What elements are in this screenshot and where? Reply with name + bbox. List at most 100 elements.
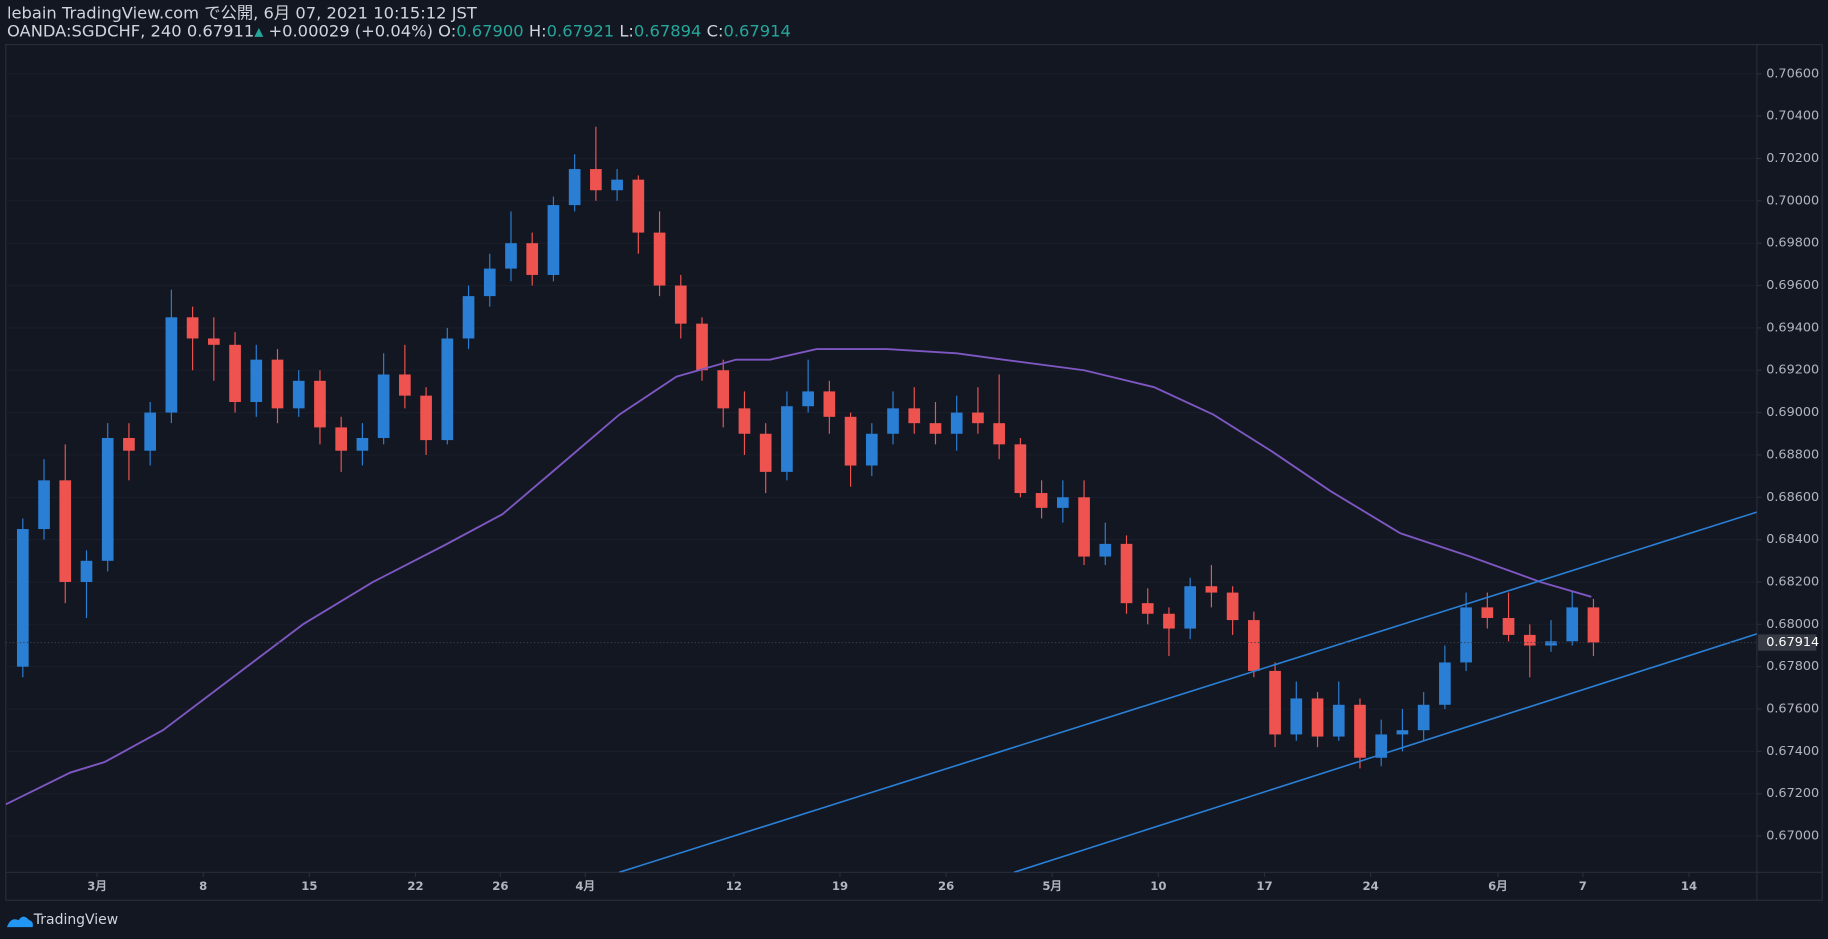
candle-body bbox=[101, 437, 114, 561]
candle-body bbox=[505, 243, 517, 269]
publish-info: lebain TradingView.com で公開, 6月 07, 2021 … bbox=[7, 4, 478, 23]
candle-body bbox=[1163, 613, 1175, 629]
candle-body bbox=[568, 169, 581, 206]
y-tick-label: 0.68400 bbox=[1766, 532, 1819, 547]
candle-body bbox=[653, 232, 666, 286]
x-tick-label: 14 bbox=[1681, 879, 1697, 893]
candle-body bbox=[887, 408, 899, 434]
candle-body bbox=[483, 268, 496, 297]
candle-body bbox=[1417, 704, 1430, 731]
candle-body bbox=[1460, 607, 1472, 663]
candle-body bbox=[611, 179, 623, 191]
o-label: O: bbox=[438, 21, 456, 40]
y-tick-label: 0.69000 bbox=[1766, 405, 1819, 420]
last-price-box bbox=[1758, 634, 1817, 651]
x-tick-label: 5月 bbox=[1042, 879, 1062, 893]
candle-body bbox=[1566, 607, 1579, 642]
candle-body bbox=[271, 359, 284, 409]
arrow: ▲ bbox=[254, 24, 263, 38]
y-tick-label: 0.68000 bbox=[1766, 617, 1819, 632]
last-price-label: 0.67914 bbox=[1766, 635, 1819, 650]
logo bbox=[6, 916, 33, 928]
candle-body bbox=[1332, 704, 1345, 737]
y-tick-label: 0.70000 bbox=[1766, 193, 1819, 208]
candle-body bbox=[696, 323, 708, 371]
candle-body bbox=[759, 433, 772, 472]
low: 0.67894 bbox=[634, 21, 701, 40]
candle-body bbox=[292, 380, 305, 409]
x-tick-label: 17 bbox=[1256, 879, 1272, 893]
candle-body bbox=[1375, 734, 1388, 758]
ohlc-header: OANDA:SGDCHF, 240 0.67911▲ +0.00029 (+0.… bbox=[7, 21, 791, 40]
candle-body bbox=[207, 338, 220, 345]
candle-body bbox=[929, 423, 942, 434]
y-tick-label: 0.67200 bbox=[1766, 786, 1819, 801]
moving-average bbox=[5, 348, 1592, 806]
y-tick-label: 0.68200 bbox=[1766, 574, 1819, 589]
y-tick-label: 0.67400 bbox=[1766, 744, 1819, 759]
candle-body bbox=[165, 317, 178, 413]
candle-body bbox=[1141, 603, 1154, 614]
x-tick-label: 19 bbox=[832, 879, 848, 893]
candle-body bbox=[802, 391, 814, 407]
candle-body bbox=[632, 179, 645, 233]
trend-line bbox=[618, 511, 1757, 873]
x-tick-label: 24 bbox=[1362, 879, 1378, 893]
candle-body bbox=[1523, 634, 1536, 646]
candle-body bbox=[738, 408, 751, 434]
candle-body bbox=[1354, 704, 1366, 758]
candle-body bbox=[972, 412, 984, 424]
candle-body bbox=[229, 344, 241, 402]
candle-body bbox=[781, 406, 793, 472]
candle-body bbox=[1396, 730, 1409, 735]
candle-body bbox=[908, 408, 921, 424]
candle-body bbox=[1205, 586, 1218, 593]
y-tick-label: 0.69400 bbox=[1766, 320, 1819, 335]
candle-body bbox=[950, 412, 963, 434]
candle-body bbox=[250, 359, 263, 402]
price: 0.67911 bbox=[187, 21, 254, 40]
candle-body bbox=[399, 374, 411, 396]
candle-body bbox=[674, 285, 687, 324]
candle-body bbox=[1184, 586, 1197, 629]
candle-body bbox=[1481, 607, 1494, 618]
candle-body bbox=[1099, 543, 1112, 557]
candle-body bbox=[356, 437, 369, 451]
candle-body bbox=[865, 433, 878, 466]
candle-body bbox=[1290, 698, 1303, 735]
x-tick-label: 22 bbox=[407, 879, 423, 893]
candle-body bbox=[1587, 607, 1600, 643]
candle-body bbox=[1078, 497, 1090, 557]
trend-line bbox=[1013, 633, 1757, 873]
candle-body bbox=[1056, 497, 1069, 508]
l-label: L: bbox=[619, 21, 634, 40]
change: +0.00029 (+0.04%) bbox=[268, 21, 433, 40]
y-tick-label: 0.70200 bbox=[1766, 151, 1819, 166]
candle-body bbox=[526, 243, 539, 275]
plot bbox=[5, 73, 1757, 873]
y-tick-label: 0.69200 bbox=[1766, 363, 1819, 378]
y-tick-label: 0.69600 bbox=[1766, 278, 1819, 293]
open: 0.67900 bbox=[456, 21, 523, 40]
candle-body bbox=[377, 374, 390, 438]
candle-body bbox=[717, 370, 730, 409]
candle-body bbox=[1545, 641, 1557, 646]
candle-body bbox=[590, 169, 602, 191]
candle-body bbox=[144, 412, 156, 451]
x-tick-label: 8 bbox=[199, 879, 207, 893]
y-tick-label: 0.68600 bbox=[1766, 490, 1819, 505]
candle-body bbox=[1311, 698, 1324, 737]
candle-body bbox=[1269, 670, 1281, 735]
symbol: OANDA:SGDCHF, 240 bbox=[7, 21, 182, 40]
candle-body bbox=[1226, 592, 1239, 621]
x-tick-label: 15 bbox=[301, 879, 317, 893]
x-tick-label: 7 bbox=[1579, 879, 1587, 893]
x-tick-label: 4月 bbox=[575, 879, 595, 893]
frame bbox=[5, 43, 1823, 901]
candle-body bbox=[441, 338, 454, 441]
y-tick-label: 0.68800 bbox=[1766, 447, 1819, 462]
candle-body bbox=[462, 296, 475, 339]
